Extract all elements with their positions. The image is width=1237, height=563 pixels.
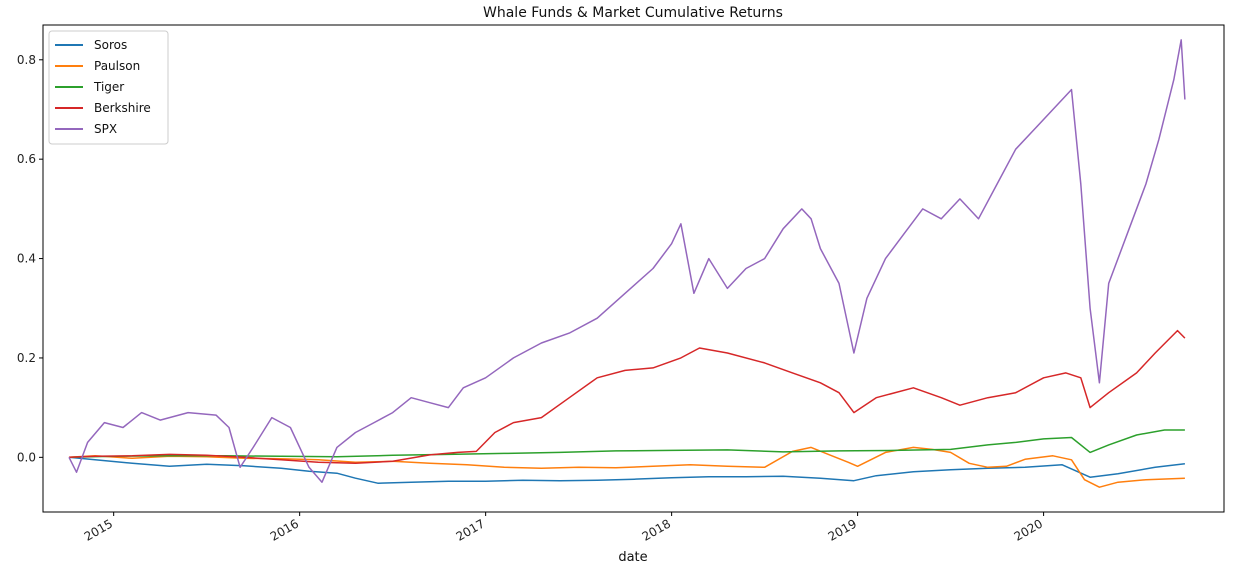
legend-box <box>48 30 169 145</box>
legend-label-tiger: Tiger <box>93 80 124 94</box>
series-line-tiger <box>68 429 1185 459</box>
series-line-soros <box>68 456 1185 484</box>
x-tick-label: 2018 <box>640 516 673 543</box>
x-tick-label: 2019 <box>826 516 859 543</box>
legend-label-soros: Soros <box>94 38 127 52</box>
y-tick-label: 0.4 <box>17 252 36 266</box>
plot-frame <box>42 24 1225 513</box>
y-tick-label: 0.8 <box>17 53 36 67</box>
x-tick-label: 2020 <box>1012 516 1045 543</box>
x-axis-label: date <box>618 550 647 563</box>
chart-title: Whale Funds & Market Cumulative Returns <box>483 5 783 21</box>
series-line-spx <box>68 39 1186 483</box>
y-tick-label: 0.2 <box>17 351 36 365</box>
series-line-paulson <box>68 446 1185 488</box>
y-tick-label: 0.0 <box>17 450 36 464</box>
x-tick-label: 2016 <box>268 516 301 543</box>
legend-label-spx: SPX <box>94 122 117 136</box>
series-line-berkshire <box>68 329 1186 465</box>
x-axis: 2015 2016 2017 2018 2019 2020 <box>82 512 1045 544</box>
x-tick-label: 2017 <box>454 516 487 543</box>
legend: Soros Paulson Tiger Berkshire SPX <box>48 30 169 145</box>
y-axis: 0.0 0.2 0.4 0.6 0.8 <box>17 53 43 464</box>
legend-label-paulson: Paulson <box>94 59 140 73</box>
legend-label-berkshire: Berkshire <box>94 101 151 115</box>
plot-lines <box>68 39 1186 488</box>
y-tick-label: 0.6 <box>17 152 36 166</box>
x-tick-label: 2015 <box>82 516 115 543</box>
